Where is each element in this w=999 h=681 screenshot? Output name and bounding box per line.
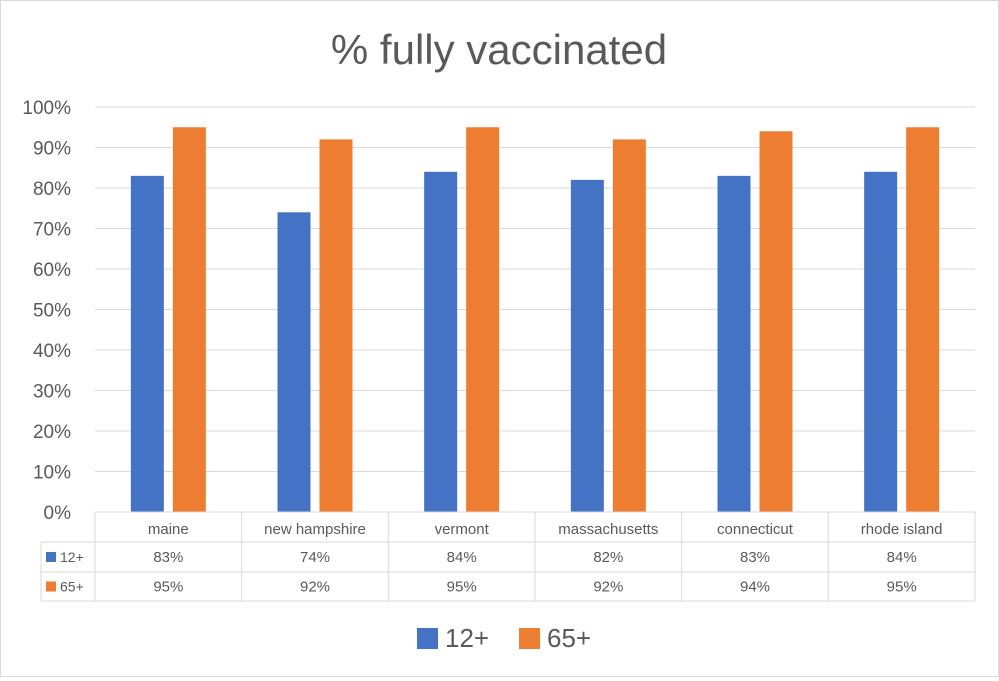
bar-65plus-maine bbox=[172, 127, 206, 512]
bar-65plus-massachusetts bbox=[612, 139, 646, 512]
category-label: rhode island bbox=[861, 521, 943, 538]
data-label: 84% bbox=[447, 549, 477, 566]
y-tick-label: 90% bbox=[33, 139, 71, 160]
category-label: new hampshire bbox=[264, 521, 366, 538]
y-tick-label: 0% bbox=[44, 503, 72, 524]
bar-12plus-rhode-island bbox=[864, 171, 898, 513]
category-label: connecticut bbox=[717, 521, 794, 538]
y-tick-label: 30% bbox=[33, 382, 71, 403]
table-series-label: 12+ bbox=[60, 549, 84, 565]
bar-65plus-connecticut bbox=[759, 131, 793, 513]
y-tick-label: 20% bbox=[33, 422, 71, 443]
y-tick-label: 10% bbox=[33, 463, 71, 484]
legend-label: 12+ bbox=[445, 623, 489, 653]
bar-12plus-maine bbox=[130, 175, 164, 512]
table-series-label: 65+ bbox=[60, 579, 84, 595]
data-table: maine new hampshire vermont massachusetts co… bbox=[40, 511, 976, 602]
category-label: vermont bbox=[435, 521, 490, 538]
bar-12plus-vermont bbox=[424, 171, 458, 513]
data-label: 92% bbox=[300, 579, 330, 596]
y-tick-label: 40% bbox=[33, 341, 71, 362]
bar-12plus-connecticut bbox=[717, 175, 751, 512]
legend-label: 65+ bbox=[547, 623, 591, 653]
table-legend-key bbox=[46, 581, 56, 592]
bar-12plus-new-hampshire bbox=[277, 212, 311, 513]
y-tick-label: 50% bbox=[33, 301, 71, 322]
data-label: 94% bbox=[740, 579, 770, 596]
y-tick-label: 60% bbox=[33, 260, 71, 281]
data-label: 95% bbox=[447, 579, 477, 596]
gridlines bbox=[95, 106, 975, 472]
y-tick-label: 70% bbox=[33, 220, 71, 241]
category-label: maine bbox=[148, 521, 189, 538]
table-legend-key bbox=[46, 552, 56, 562]
data-label: 83% bbox=[740, 549, 770, 566]
chart-title: % fully vaccinated bbox=[331, 26, 667, 73]
legend-swatch bbox=[519, 628, 540, 649]
data-label: 92% bbox=[593, 579, 623, 596]
data-label: 95% bbox=[153, 579, 183, 596]
y-tick-label: 80% bbox=[33, 179, 71, 200]
data-label: 82% bbox=[593, 549, 623, 566]
bar-65plus-vermont bbox=[466, 127, 500, 512]
legend: 12+ 65+ bbox=[417, 623, 591, 653]
y-tick-label: 100% bbox=[22, 98, 71, 119]
bars bbox=[130, 127, 940, 513]
category-label: massachusetts bbox=[558, 521, 658, 538]
bar-12plus-massachusetts bbox=[570, 179, 604, 512]
y-axis-ticks: 0% 10% 20% 30% 40% 50% 60% 70% 80% 90% 100% bbox=[22, 98, 71, 524]
bar-65plus-rhode-island bbox=[906, 127, 940, 512]
legend-swatch bbox=[417, 628, 438, 649]
data-label: 83% bbox=[153, 549, 183, 566]
data-label: 95% bbox=[887, 579, 917, 596]
data-label: 74% bbox=[300, 549, 330, 566]
bar-65plus-new-hampshire bbox=[319, 139, 353, 512]
data-label: 84% bbox=[887, 549, 917, 566]
